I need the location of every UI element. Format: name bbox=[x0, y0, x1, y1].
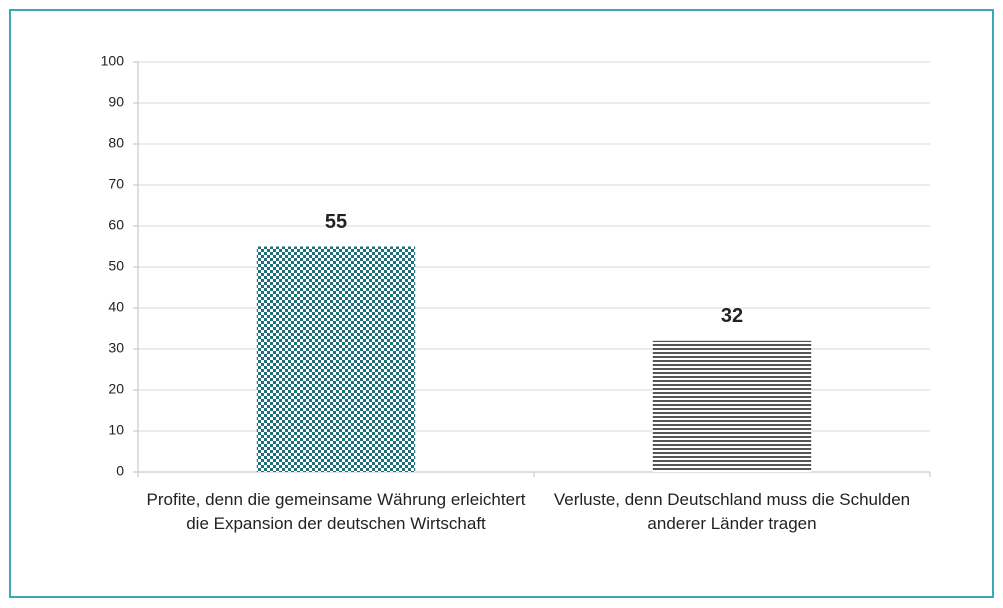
y-tick-label: 70 bbox=[108, 176, 124, 192]
y-tick-label: 50 bbox=[108, 258, 124, 274]
frame bbox=[9, 9, 994, 598]
data-label: 55 bbox=[325, 211, 347, 233]
y-tick-label: 90 bbox=[108, 94, 124, 110]
y-tick-label: 60 bbox=[108, 217, 124, 233]
data-label: 32 bbox=[721, 305, 743, 327]
y-tick-label: 40 bbox=[108, 299, 124, 315]
x-tick-label: Profite, denn die gemeinsame Währung erl… bbox=[146, 490, 526, 533]
y-tick-label: 0 bbox=[116, 463, 124, 479]
y-tick-label: 30 bbox=[108, 340, 124, 356]
bar bbox=[652, 340, 812, 472]
y-tick-label: 20 bbox=[108, 381, 124, 397]
y-tick-label: 100 bbox=[101, 53, 125, 69]
bar bbox=[256, 246, 416, 472]
y-tick-label: 80 bbox=[108, 135, 124, 151]
x-tick-label: Verluste, denn Deutschland muss die Schu… bbox=[553, 490, 911, 533]
y-tick-label: 10 bbox=[108, 422, 124, 438]
